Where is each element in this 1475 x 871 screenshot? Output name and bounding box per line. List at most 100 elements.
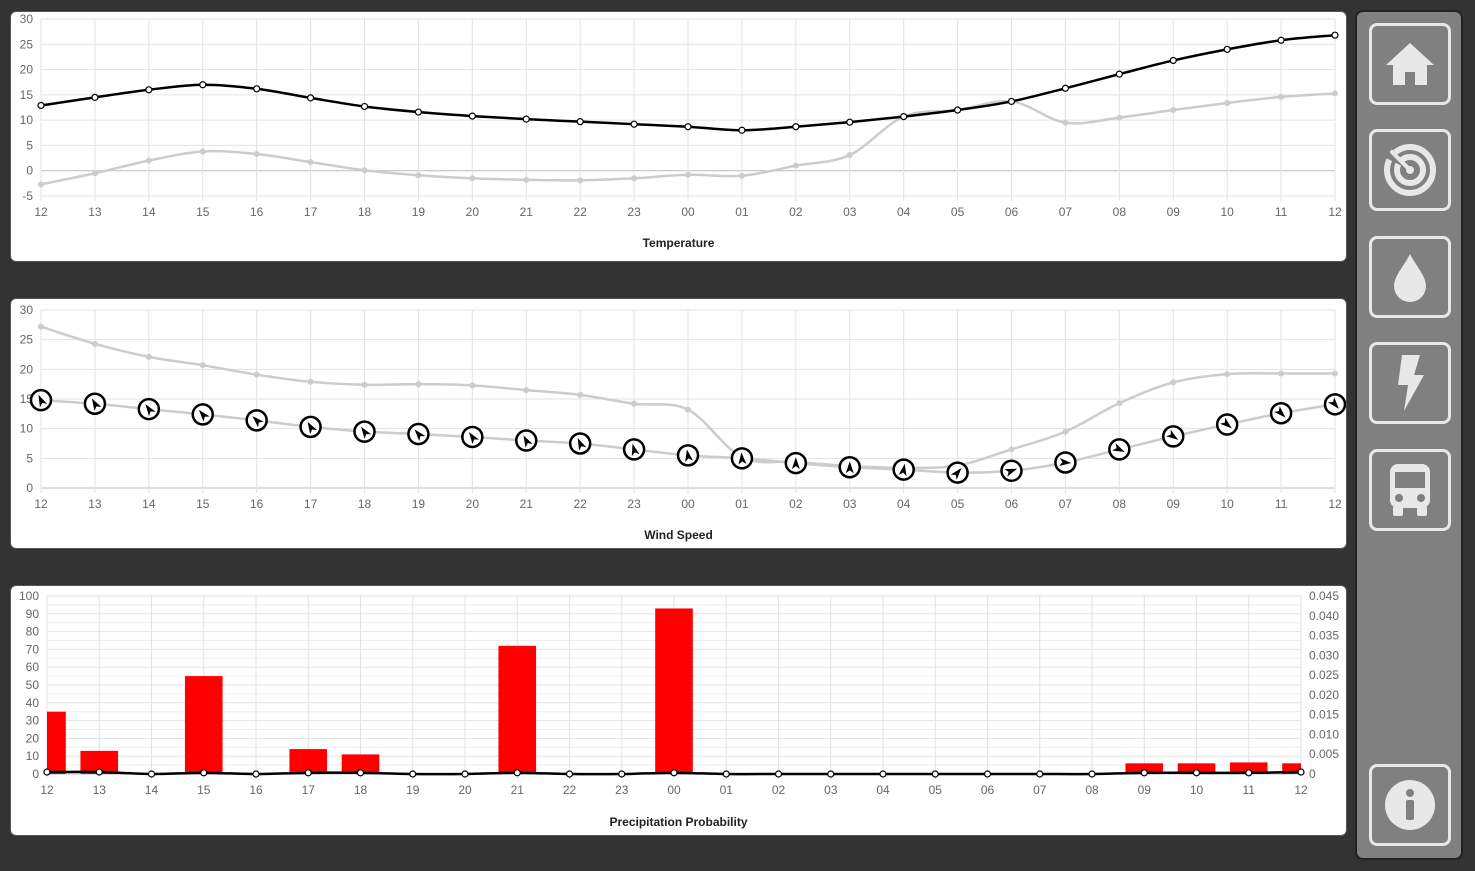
temperature-xtick-label: 21: [520, 205, 534, 219]
temperature-ytick-label: 10: [20, 113, 34, 127]
temperature-data-point: [576, 118, 584, 126]
wind-xtick-label: 20: [466, 497, 480, 511]
temperature-xtick-label: 01: [735, 205, 749, 219]
temperature-chart-panel: -5 0 5 10 15 20 25 30 12 13 14 15 16 17 18 19 20 21 22 23 00…: [10, 11, 1347, 262]
precipitation-xtick-label: 12: [1294, 783, 1308, 797]
water-drop-icon: [1394, 254, 1426, 302]
wind-direction-arrow-icon: [685, 449, 693, 462]
precipitation-xtick-label: 03: [824, 783, 838, 797]
precipitation-ytick-label: 60: [26, 660, 40, 674]
temperature-data-point: [253, 85, 261, 93]
wind-speed-chart-panel: 0 5 10 15 20 25 30 12 13 14 15 16 17 18 19 20 21 22 23 00 01…: [10, 298, 1347, 549]
wind-xtick-label: 15: [196, 497, 210, 511]
wind-direction-arrow-icon: [38, 394, 48, 408]
wind-direction-arrow-icon: [631, 443, 640, 457]
temperature-secondary-data-point: [38, 181, 44, 188]
temperature-secondary-data-point: [1116, 114, 1123, 121]
wind-gust-data-point: [91, 340, 98, 347]
wind-xtick-label: 04: [897, 497, 911, 511]
temperature-xtick-label: 05: [951, 205, 965, 219]
temperature-data-point: [522, 115, 530, 123]
wind-gust-data-point: [307, 378, 314, 385]
wind-gust-data-point: [1170, 379, 1177, 386]
temperature-secondary-data-point: [792, 162, 799, 169]
wind-gust-data-point: [199, 362, 206, 369]
wind-ytick-label: 10: [20, 422, 34, 436]
temperature-secondary-data-point: [631, 175, 638, 182]
precipitation-data-point: [409, 770, 417, 778]
precipitation-xtick-label: 17: [302, 783, 316, 797]
temperature-xtick-label: 18: [358, 205, 372, 219]
wind-xtick-label: 10: [1220, 497, 1234, 511]
precipitation-data-point: [722, 770, 730, 778]
precipitation-data-point: [1192, 769, 1201, 777]
wind-direction-marker: [1323, 393, 1346, 416]
temperature-secondary-data-point: [1332, 90, 1338, 97]
wind-direction-arrow-icon: [91, 398, 102, 411]
precipitation-xtick-label: 21: [511, 783, 525, 797]
temperature-data-point: [199, 81, 207, 89]
temperature-data-point: [360, 102, 369, 111]
precipitation-data-point: [774, 770, 783, 778]
wind-direction-arrow-icon: [1004, 468, 1018, 477]
lightning-button[interactable]: [1369, 342, 1451, 424]
wind-direction-marker: [515, 429, 538, 452]
temperature-data-point: [37, 101, 45, 110]
precipitation-y2tick-label: 0.025: [1309, 668, 1339, 682]
temperature-data-point: [414, 108, 423, 116]
temperature-ytick-label: 20: [20, 63, 34, 77]
temperature-secondary-data-point: [523, 176, 530, 183]
wind-direction-arrow-icon: [414, 429, 426, 442]
precipitation-bar: [47, 711, 66, 774]
precipitation-button[interactable]: [1369, 236, 1451, 318]
precipitation-bar: [1125, 763, 1164, 774]
home-icon: [1386, 43, 1434, 85]
temperature-xtick-label: 16: [250, 205, 264, 219]
precipitation-bar: [655, 608, 693, 774]
wind-speed-chart-title: Wind Speed: [644, 528, 713, 542]
info-icon: [1385, 780, 1435, 830]
info-button[interactable]: [1369, 764, 1451, 846]
radar-button[interactable]: [1369, 129, 1451, 211]
wind-direction-marker: [1162, 425, 1185, 448]
wind-ytick-label: 25: [20, 333, 34, 347]
temperature-secondary-data-point: [199, 148, 206, 155]
temperature-data-point: [306, 94, 315, 102]
wind-ytick-label: 5: [26, 451, 33, 465]
precipitation-xtick-label: 23: [615, 783, 629, 797]
temperature-data-point: [630, 120, 638, 128]
precipitation-data-point: [670, 769, 678, 777]
wind-direction-arrow-icon: [198, 409, 210, 422]
precipitation-y2tick-label: 0.010: [1309, 727, 1339, 741]
temperature-ytick-label: -5: [22, 189, 33, 203]
wind-direction-marker: [83, 392, 107, 415]
home-button[interactable]: [1369, 23, 1451, 105]
wind-xtick-label: 00: [681, 497, 695, 511]
wind-gust-data-point: [1278, 370, 1285, 377]
temperature-xtick-label: 04: [897, 205, 911, 219]
wind-direction-marker: [676, 444, 700, 467]
wind-direction-marker: [730, 447, 754, 470]
precipitation-ytick-label: 20: [26, 731, 40, 745]
bus-button[interactable]: [1369, 449, 1451, 531]
sidebar: [1355, 10, 1463, 860]
precipitation-xtick-label: 08: [1085, 783, 1099, 797]
wind-direction-marker: [1269, 401, 1293, 425]
wind-xtick-label: 21: [520, 497, 534, 511]
precipitation-xtick-label: 13: [93, 783, 107, 797]
wind-direction-marker: [191, 403, 214, 426]
precipitation-xtick-label: 19: [406, 783, 420, 797]
precipitation-data-point: [252, 770, 260, 778]
precipitation-xtick-label: 01: [720, 783, 734, 797]
temperature-xtick-label: 17: [304, 205, 318, 219]
temperature-xtick-label: 12: [34, 205, 48, 219]
precipitation-y2tick-label: 0.015: [1309, 708, 1339, 722]
temperature-secondary-data-point: [469, 175, 476, 182]
temperature-data-point: [846, 118, 854, 126]
wind-direction-marker: [461, 425, 484, 449]
wind-direction-arrow-icon: [252, 416, 264, 428]
wind-direction-marker: [784, 451, 808, 475]
wind-direction-arrow-icon: [307, 421, 318, 435]
wind-xtick-label: 17: [304, 497, 318, 511]
